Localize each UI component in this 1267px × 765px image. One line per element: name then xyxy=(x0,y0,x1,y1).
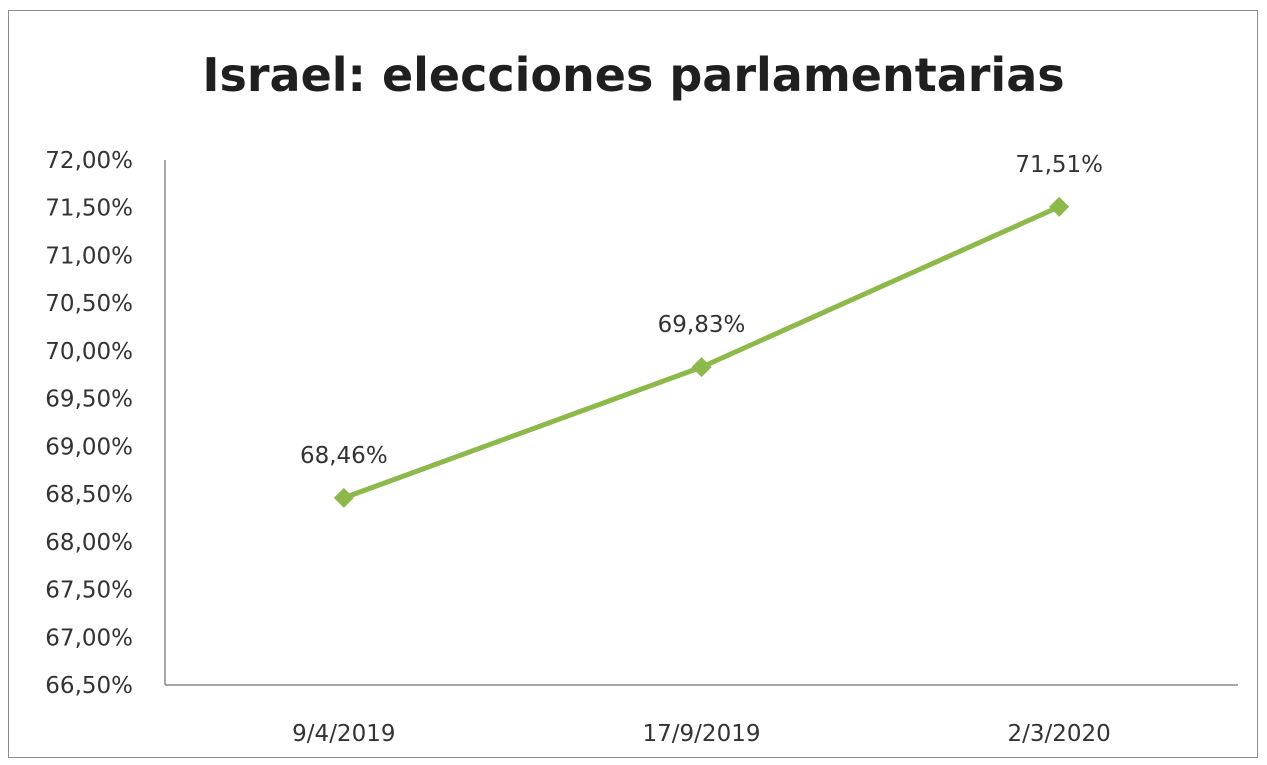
y-tick-label: 68,50% xyxy=(45,482,133,508)
data-point xyxy=(691,357,712,378)
chart-title: Israel: elecciones parlamentarias xyxy=(202,48,1065,102)
data-point xyxy=(333,487,354,508)
data-label: 71,51% xyxy=(1015,152,1103,178)
data-label: 69,83% xyxy=(658,312,746,338)
y-tick-label: 67,00% xyxy=(45,625,133,651)
x-tick-label: 9/4/2019 xyxy=(292,721,395,747)
y-tick-label: 70,00% xyxy=(45,339,133,365)
y-tick-labels: 66,50% 67,00% 67,50% 68,00% 68,50% 69,00% 69,5… xyxy=(45,148,133,699)
y-tick-label: 69,50% xyxy=(45,387,133,413)
y-tick-label: 68,00% xyxy=(45,530,133,556)
x-tick-labels: 9/4/2019 17/9/2019 2/3/2020 xyxy=(292,721,1111,747)
y-tick-label: 71,50% xyxy=(45,196,133,222)
data-point xyxy=(1049,196,1070,217)
x-tick-label: 17/9/2019 xyxy=(643,721,761,747)
data-label: 68,46% xyxy=(300,443,388,469)
y-tick-label: 67,50% xyxy=(45,578,133,604)
y-tick-label: 66,50% xyxy=(45,673,133,699)
y-tick-label: 69,00% xyxy=(45,434,133,460)
chart-frame xyxy=(8,10,1258,758)
y-tick-label: 72,00% xyxy=(45,148,133,174)
data-markers xyxy=(333,196,1070,508)
data-labels: 68,46% 69,83% 71,51% xyxy=(300,152,1103,469)
y-tick-label: 71,00% xyxy=(45,243,133,269)
x-tick-label: 2/3/2020 xyxy=(1008,721,1111,747)
series-line xyxy=(341,204,1062,501)
y-tick-label: 70,50% xyxy=(45,291,133,317)
